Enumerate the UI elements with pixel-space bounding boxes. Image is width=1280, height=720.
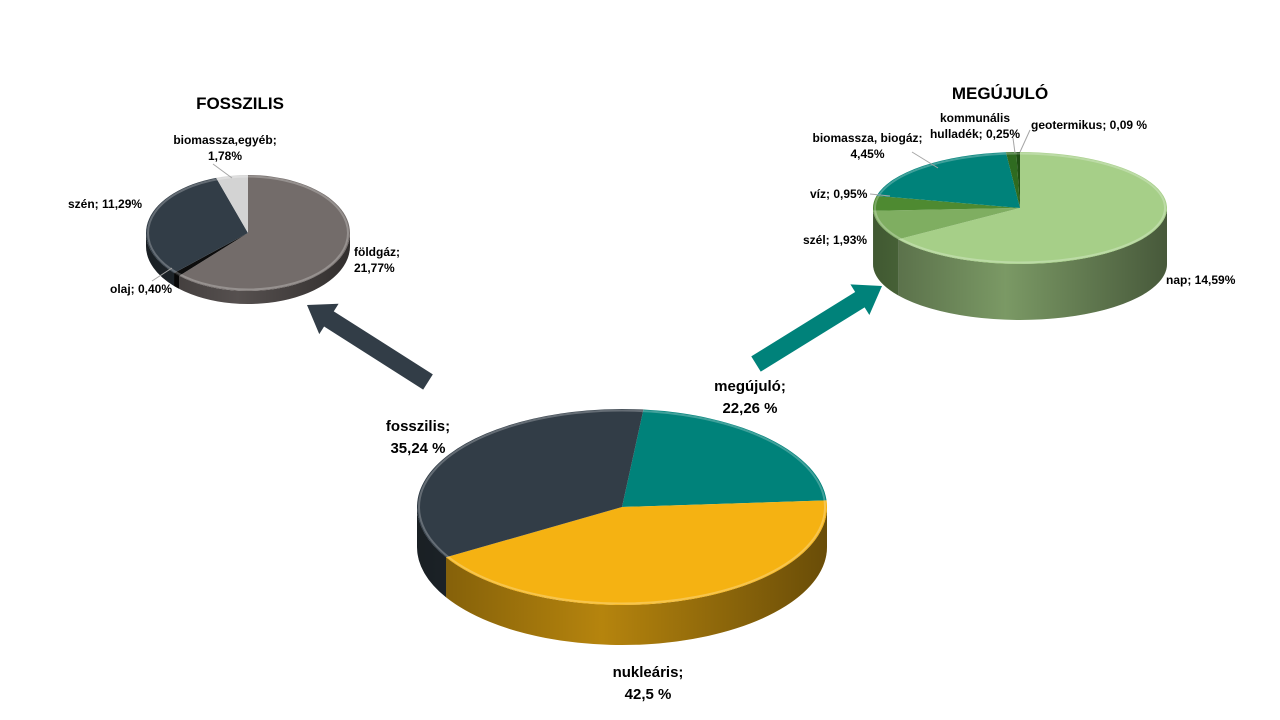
renewable-pie <box>873 152 1167 321</box>
pies-layer <box>146 152 1167 645</box>
fossil-chart-title: FOSSZILIS <box>196 94 284 113</box>
renewable-rim-highlight <box>874 152 1166 264</box>
label-fossil-biomassza: biomassza,egyéb; 1,78% <box>173 133 277 163</box>
label-ren-szel: szél; 1,93% <box>803 233 868 247</box>
arrow-to-fossil <box>307 303 433 390</box>
label-ren-geotermikus: geotermikus; 0,09 % <box>1031 118 1148 132</box>
fossil-slice-olaj <box>174 233 248 276</box>
label-main-nuklearis: nukleáris; 42,5 % <box>612 664 684 703</box>
main-side-shading <box>417 507 827 645</box>
renewable-slice-kommun-lis-hullad-k <box>1005 152 1020 208</box>
fossil-rim-highlight <box>147 175 349 291</box>
main-slice-meg-jul- <box>622 409 827 507</box>
renewable-slice-nap <box>898 152 1167 264</box>
main-slice-nukle-ris <box>446 500 827 605</box>
leader-ren-viz <box>869 193 891 197</box>
renewable-slice-sz-l <box>873 208 1020 240</box>
fossil-slice-biomassza-egy-b <box>216 175 248 233</box>
renewable-chart-title: MEGÚJULÓ <box>951 84 1049 103</box>
fossil-pie <box>146 175 350 305</box>
leader-ren-kommunalis <box>1012 137 1016 154</box>
label-main-fosszilis: fosszilis; 35,24 % <box>385 418 451 457</box>
fossil-slice-f-ldg-z <box>179 175 350 291</box>
label-ren-viz: víz; 0,95% <box>810 187 868 201</box>
main-rim-highlight <box>418 409 826 605</box>
label-fossil-szen: szén; 11,29% <box>68 197 143 211</box>
leader-fossil-olaj <box>151 267 173 282</box>
renewable-slice-biomassza-biog-z <box>876 152 1020 208</box>
renewable-slice-geotermikus <box>1016 152 1020 208</box>
leader-lines <box>151 129 1031 282</box>
fossil-side-shading <box>146 233 350 304</box>
label-fossil-olaj: olaj; 0,40% <box>110 282 173 296</box>
fossil-slice-sz-n <box>146 177 248 273</box>
label-main-megujulo: megújuló; 22,26 % <box>714 378 786 417</box>
label-fossil-foldgaz: földgáz; 21,77% <box>354 245 400 275</box>
arrow-to-renewable <box>751 284 882 372</box>
leader-ren-biomassza <box>911 151 939 169</box>
leader-fossil-biomassza <box>212 163 233 179</box>
main-pie <box>417 409 827 645</box>
main-slice-fosszilis <box>417 409 644 558</box>
arrows-layer <box>307 284 882 390</box>
label-ren-nap: nap; 14,59% <box>1166 273 1236 287</box>
leader-ren-geo <box>1019 129 1031 153</box>
label-ren-biomassza: biomassza, biogáz; 4,45% <box>812 131 923 161</box>
renewable-slice-v-z <box>873 195 1020 211</box>
label-ren-kommunalis: kommunális hulladék; 0,25% <box>929 111 1021 141</box>
